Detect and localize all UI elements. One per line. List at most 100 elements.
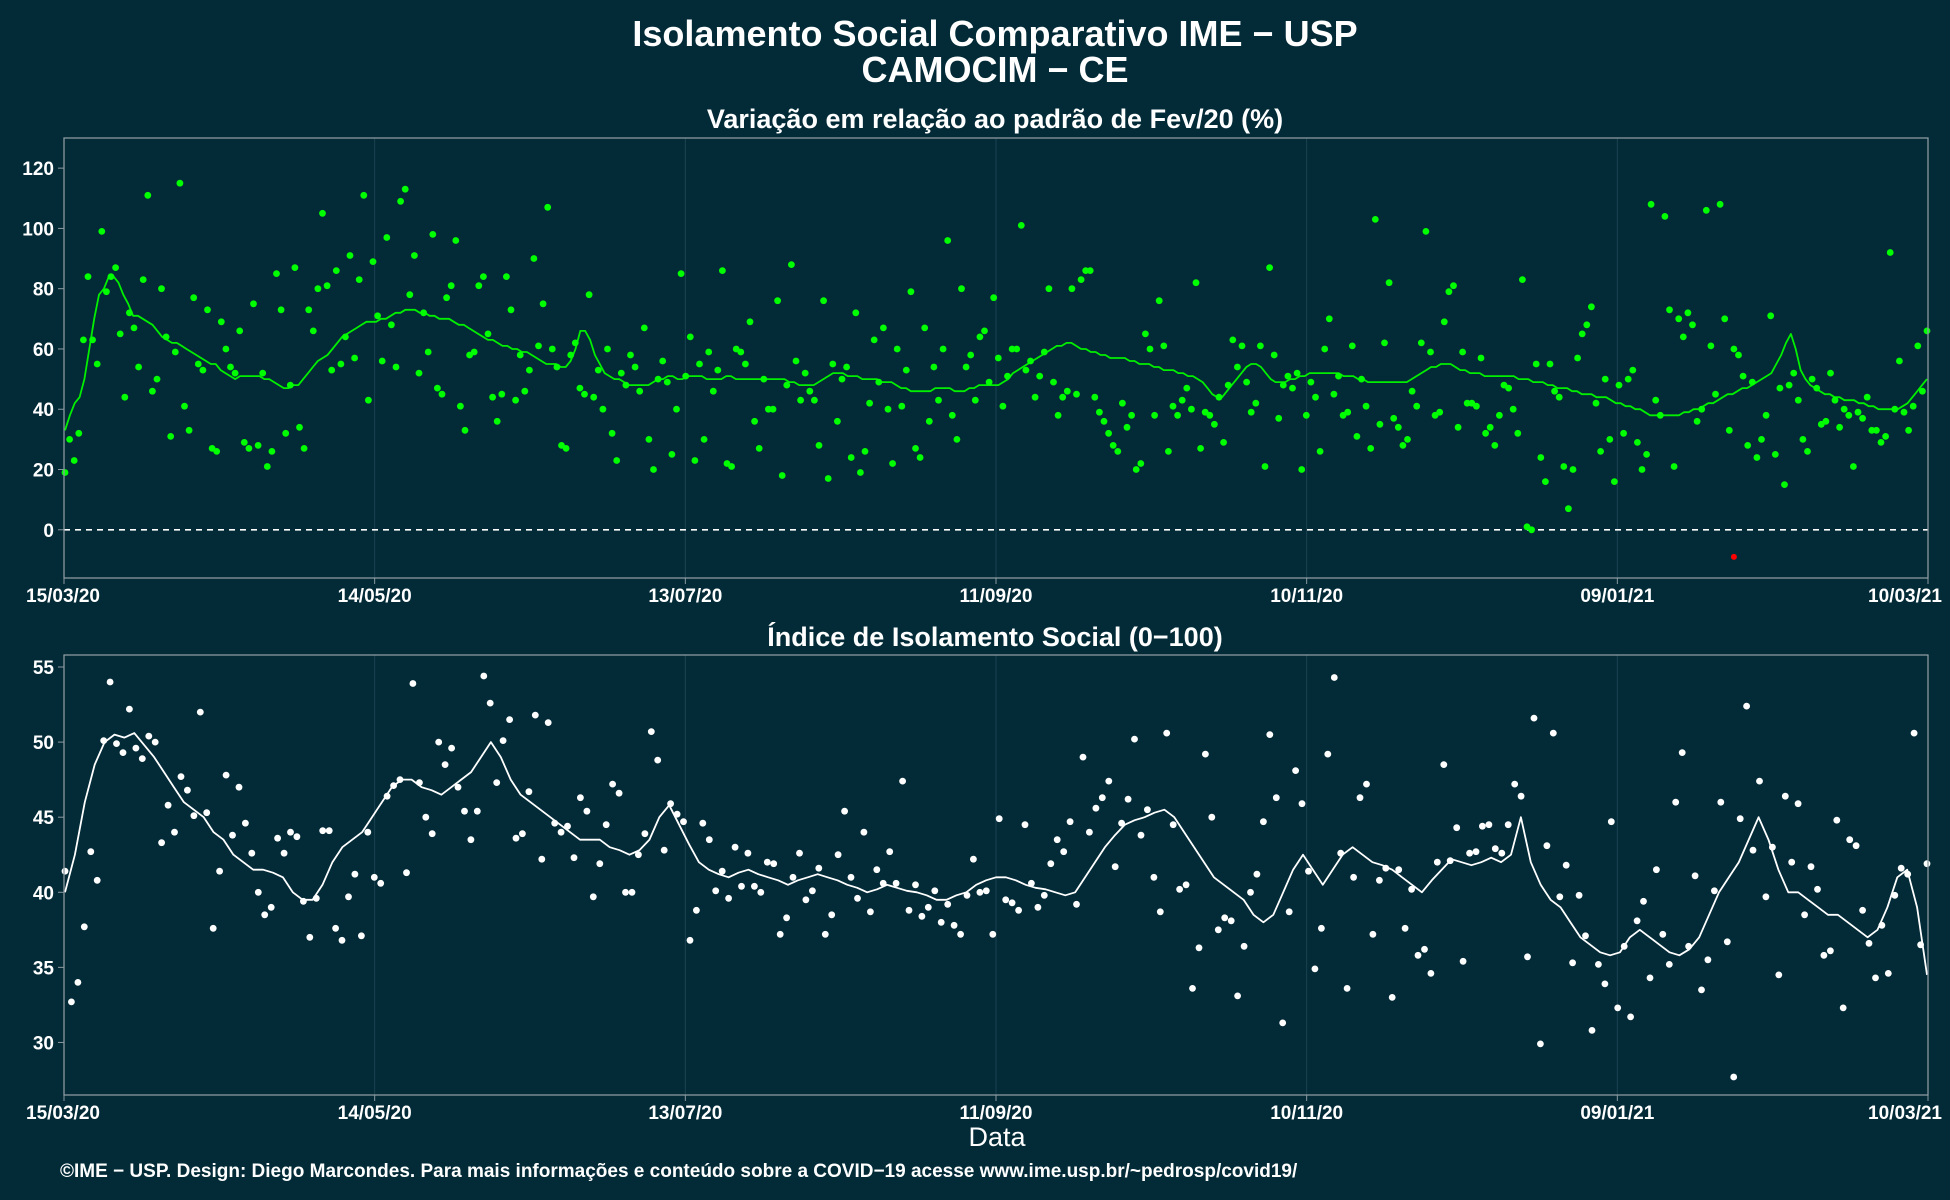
data-point [939,345,947,353]
data-point [1896,357,1903,365]
data-point [1923,327,1931,335]
data-point [144,191,152,199]
data-point [636,387,644,395]
data-point [1206,411,1214,419]
data-point [583,807,591,815]
data-point [190,812,198,820]
data-point [429,231,437,238]
data-point [1629,366,1637,374]
data-point [1601,375,1609,383]
data-point [70,457,78,464]
data-point [880,324,887,332]
data-point [332,267,340,274]
data-point [190,294,198,302]
data-point [544,203,552,211]
data-point [544,719,552,726]
data-point [1376,420,1384,428]
data-point [1597,448,1604,455]
data-point [1486,423,1494,431]
data-point [171,828,178,836]
data-point [480,273,487,280]
data-point [1367,445,1375,452]
data-point [1781,481,1788,488]
data-point [164,801,172,809]
data-point [1537,1040,1544,1048]
data-point [673,810,681,818]
data-point [177,773,185,780]
data-point [135,363,143,371]
data-point [738,882,745,890]
data-point [305,306,313,314]
y-tick-label: 60 [33,340,54,361]
data-point [802,896,810,904]
data-point [89,336,96,344]
y-tick-label: 80 [33,280,54,301]
data-point [263,463,271,470]
data-point [61,867,69,875]
y-tick-label: 30 [33,1033,54,1054]
data-point [273,270,280,277]
data-point [1822,417,1830,425]
data-point [535,342,542,350]
data-point [1595,961,1602,968]
data-point [1445,288,1453,296]
data-point [84,273,92,280]
data-point [731,843,739,851]
data-point [158,839,166,847]
data-point [1318,924,1325,932]
data-point [235,783,243,791]
data-point [1633,917,1641,925]
data-point [434,384,441,392]
data-point [663,378,671,386]
data-point [1073,390,1080,398]
data-point [602,821,610,829]
data-point [457,402,464,410]
data-point [1808,375,1816,383]
data-point [1214,926,1222,934]
data-point [631,363,639,371]
data-point [181,402,188,410]
data-point [525,788,533,796]
data-point [1421,945,1428,953]
data-point [829,360,837,368]
data-point [884,405,892,413]
data-point [236,327,244,335]
data-point [870,336,878,344]
data-point [1446,857,1454,865]
data-point [1517,792,1525,800]
data-point [319,209,326,217]
data-point [443,294,450,302]
data-point [1542,478,1549,485]
data-point [635,851,642,859]
data-point [1137,460,1145,467]
data-point [306,933,314,941]
data-point [796,849,803,857]
data-point [1891,405,1899,413]
data-point [1551,387,1558,395]
data-point [852,309,860,317]
data-point [461,807,468,815]
data-point [1459,957,1467,965]
data-point [1530,714,1538,722]
data-point [589,893,597,901]
plot-frame [63,654,1929,1096]
moving-average-line [64,732,1928,976]
data-point [401,185,409,193]
data-point [441,761,449,768]
data-point [577,794,584,802]
data-point [1105,777,1113,785]
data-point [776,930,784,938]
data-point [1775,971,1783,979]
y-tick-label: 40 [33,883,54,904]
data-point [1137,831,1145,839]
data-point [245,445,253,452]
data-point [999,402,1007,410]
data-point [1459,348,1466,356]
data-point [641,830,649,838]
data-point [944,237,952,244]
data-point [231,369,239,377]
main-title: Isolamento Social Comparativo IME − USP [632,13,1357,54]
data-point [98,228,106,235]
data-point [80,923,88,931]
data-point [857,469,864,476]
